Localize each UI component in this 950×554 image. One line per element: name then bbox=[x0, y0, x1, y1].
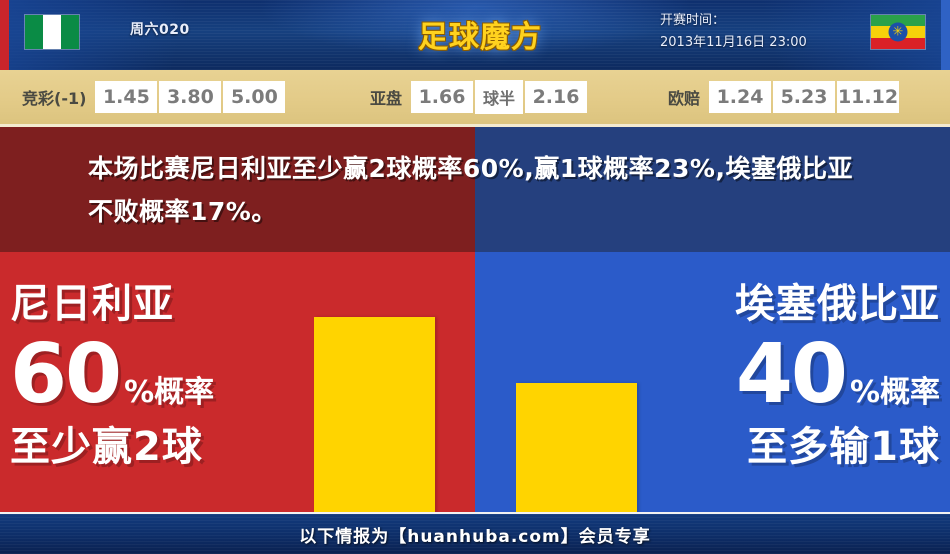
away-team-name: 埃塞俄比亚 bbox=[735, 281, 940, 327]
kickoff-time: 2013年11月16日 23:00 bbox=[660, 35, 807, 50]
odds-value[interactable]: 1.24 bbox=[709, 81, 772, 113]
away-stats: 埃塞俄比亚 40 %概率 至多输1球 bbox=[640, 252, 940, 514]
home-team-name: 尼日利亚 bbox=[10, 281, 174, 327]
banner-right-half bbox=[475, 127, 950, 252]
home-stats: 尼日利亚 60 %概率 至少赢2球 bbox=[10, 252, 310, 514]
header-right-accent bbox=[941, 0, 950, 70]
ethiopia-flag-icon: ✳ bbox=[870, 14, 926, 50]
footer-bar: 以下情报为【huanhuba.com】会员专享 bbox=[0, 514, 950, 554]
ethiopia-emblem: ✳ bbox=[888, 22, 908, 42]
away-outcome: 至多输1球 bbox=[747, 424, 940, 470]
odds-value[interactable]: 5.23 bbox=[773, 81, 836, 113]
odds-group-label: 亚盘 bbox=[370, 89, 403, 108]
bar-home bbox=[314, 317, 435, 514]
odds-group-label: 竞彩(-1) bbox=[22, 89, 87, 108]
home-probability-value: 60 bbox=[10, 327, 122, 422]
odds-group-label: 欧赔 bbox=[668, 89, 701, 108]
odds-value[interactable]: 11.12 bbox=[837, 81, 900, 113]
kickoff-label: 开赛时间： bbox=[660, 13, 726, 28]
home-probability: 60 %概率 bbox=[10, 334, 310, 416]
odds-value[interactable]: 1.66 bbox=[411, 81, 474, 113]
odds-group-jingcai: 竞彩(-1) 1.45 3.80 5.00 bbox=[22, 70, 287, 124]
site-logo[interactable]: 足球魔方 bbox=[418, 20, 542, 55]
handicap-value[interactable]: 2.16 bbox=[525, 81, 588, 113]
nigeria-flag-icon bbox=[24, 14, 80, 50]
odds-group-oupei: 欧赔 1.24 5.23 11.12 bbox=[668, 70, 901, 124]
probability-chart: 尼日利亚 60 %概率 至少赢2球 埃塞俄比亚 40 %概率 至多输1球 bbox=[0, 252, 950, 514]
away-probability-value: 40 bbox=[735, 327, 848, 422]
summary-banner: 本场比赛尼日利亚至少赢2球概率60%,赢1球概率23%,埃塞俄比亚不败概率17%… bbox=[0, 127, 950, 252]
home-probability-suffix: %概率 bbox=[124, 375, 215, 410]
away-probability: 40 %概率 bbox=[640, 334, 940, 416]
panel-divider bbox=[0, 512, 950, 514]
odds-value[interactable]: 3.80 bbox=[159, 81, 222, 113]
odds-bar: 竞彩(-1) 1.45 3.80 5.00 亚盘 1.66 球半 2.16 欧赔… bbox=[0, 70, 950, 127]
odds-group-yapan: 亚盘 1.66 球半 2.16 bbox=[370, 70, 589, 124]
star-icon: ✳ bbox=[892, 24, 904, 40]
header-bar: 周六020 足球魔方 开赛时间： 2013年11月16日 23:00 ✳ bbox=[0, 0, 950, 70]
banner-text: 本场比赛尼日利亚至少赢2球概率60%,赢1球概率23%,埃塞俄比亚不败概率17%… bbox=[88, 154, 853, 226]
kickoff-info: 开赛时间： 2013年11月16日 23:00 bbox=[660, 10, 807, 54]
odds-value[interactable]: 1.45 bbox=[95, 81, 158, 113]
match-number: 周六020 bbox=[130, 22, 190, 38]
header-left-accent bbox=[0, 0, 9, 70]
odds-value[interactable]: 5.00 bbox=[223, 81, 286, 113]
away-probability-suffix: %概率 bbox=[849, 375, 940, 410]
banner-left-half bbox=[0, 127, 475, 252]
footer-text: 以下情报为【huanhuba.com】会员专享 bbox=[299, 526, 651, 547]
home-outcome: 至少赢2球 bbox=[10, 424, 203, 470]
handicap-label[interactable]: 球半 bbox=[475, 80, 524, 114]
bar-away bbox=[516, 383, 637, 514]
